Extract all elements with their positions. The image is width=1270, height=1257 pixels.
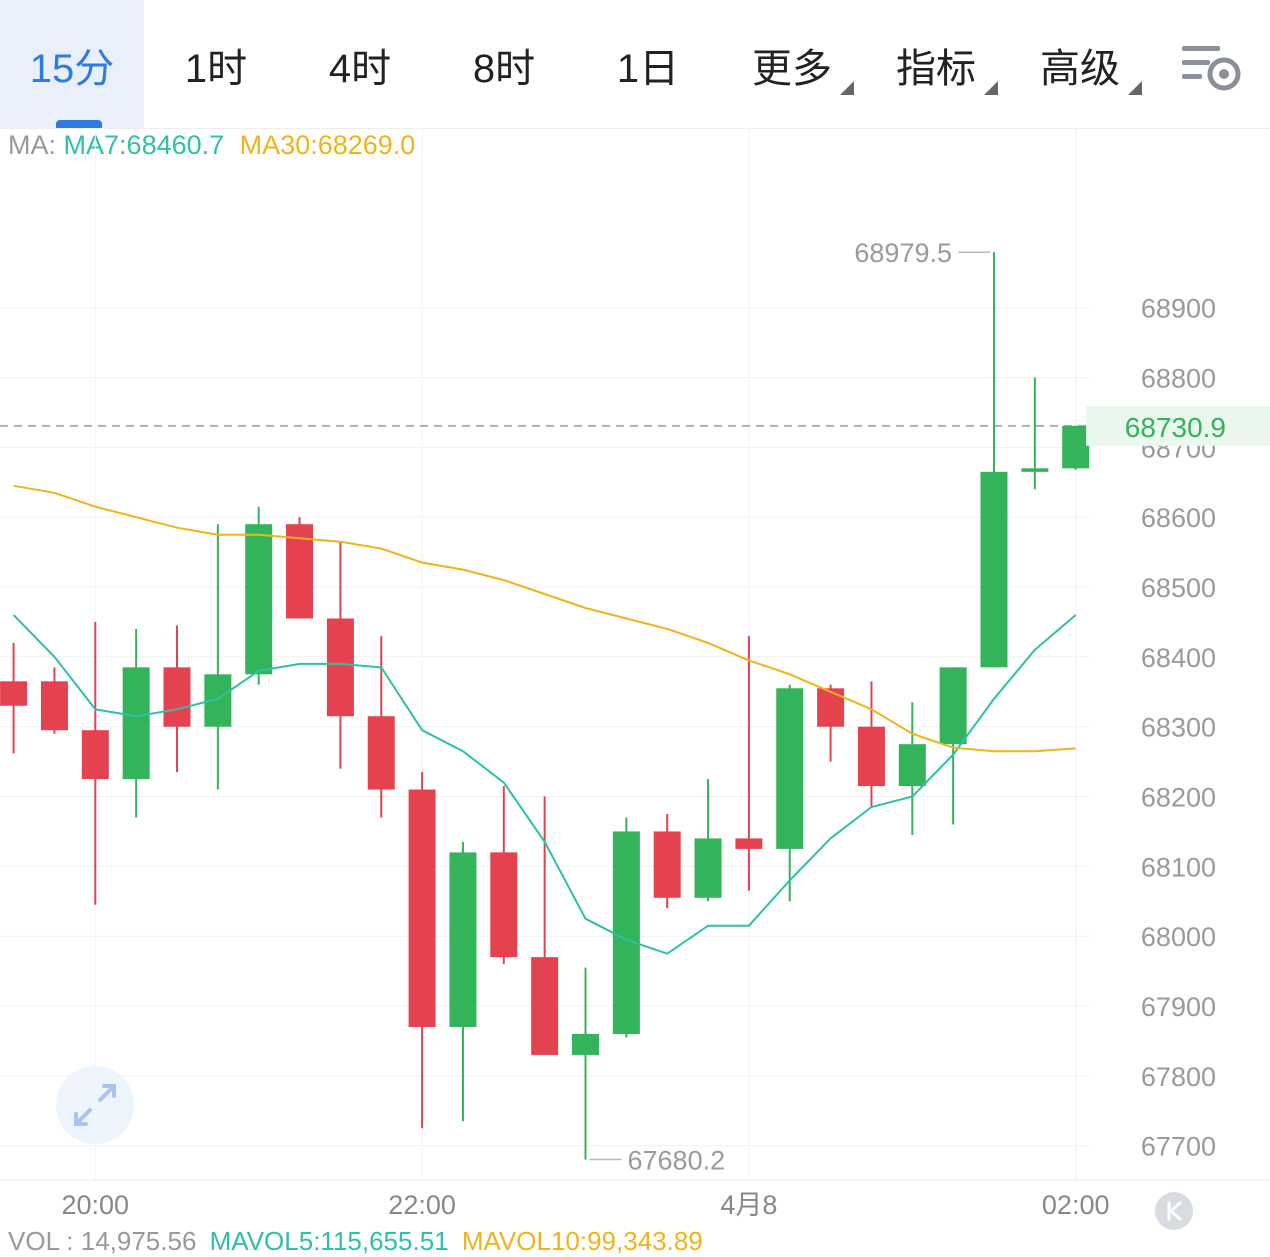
candle-body — [122, 667, 150, 780]
candle-body — [735, 838, 763, 849]
ma7-line — [12, 614, 1077, 955]
candle-body — [898, 744, 926, 787]
candlestick-chart[interactable]: 6890068800687006860068500684006830068200… — [0, 128, 1270, 1228]
candle-body — [163, 667, 191, 727]
y-tick-label: 68200 — [1141, 783, 1216, 813]
tab-label: 8时 — [472, 47, 536, 91]
ma7-value: MA7:68460.7 — [63, 130, 225, 160]
y-tick-label: 67800 — [1141, 1062, 1216, 1092]
ma-legend-label: MA: — [8, 130, 57, 160]
vol-value: VOL : 14,975.56 — [8, 1226, 197, 1256]
candle-body — [817, 688, 845, 727]
candle-body — [531, 957, 559, 1055]
tab-label: 高级 — [1040, 47, 1142, 95]
ma-legend: MA: MA7:68460.7 MA30:68269.0 — [8, 130, 415, 161]
y-tick-label: 68400 — [1141, 643, 1216, 673]
tab-7[interactable]: 指标 — [864, 0, 1008, 128]
tab-6[interactable]: 更多 — [720, 0, 864, 128]
tab-2[interactable]: 1时 — [144, 0, 288, 128]
current-price-tag — [1086, 405, 1270, 446]
tab-label: 1日 — [616, 47, 680, 91]
chart-settings-icon[interactable] — [1180, 42, 1244, 94]
candle-body — [408, 789, 436, 1027]
candle-body — [326, 618, 354, 717]
x-tick-label: 22:00 — [388, 1190, 456, 1220]
tab-3[interactable]: 4时 — [288, 0, 432, 128]
candle-body — [612, 831, 640, 1034]
candle-body — [694, 838, 722, 898]
y-tick-label: 68500 — [1141, 573, 1216, 603]
candle-body — [245, 524, 273, 675]
tab-5[interactable]: 1日 — [576, 0, 720, 128]
volume-legend: VOL : 14,975.56 MAVOL5:115,655.51 MAVOL1… — [8, 1226, 703, 1257]
candle-body — [776, 688, 804, 849]
candle-body — [1021, 468, 1049, 472]
mavol5-value: MAVOL5:115,655.51 — [209, 1226, 449, 1256]
tab-label: 1时 — [184, 47, 248, 91]
high-price-label: 68979.5 — [854, 238, 952, 268]
candle-body — [490, 852, 518, 958]
candle-body — [653, 831, 681, 898]
candle-body — [1062, 425, 1090, 469]
expand-chart-button[interactable] — [56, 1066, 134, 1144]
tab-4[interactable]: 8时 — [432, 0, 576, 128]
ma30-line — [13, 484, 1076, 753]
expand-icon — [74, 1084, 116, 1126]
y-tick-label: 68000 — [1141, 922, 1216, 952]
x-tick-label: 4月8 — [720, 1190, 777, 1220]
candle-body — [572, 1033, 599, 1055]
skip-to-end-icon — [1167, 1201, 1182, 1221]
x-tick-label: 02:00 — [1042, 1190, 1110, 1220]
tab-label: 15分 — [29, 47, 115, 91]
y-tick-label: 68800 — [1141, 364, 1216, 394]
y-tick-label: 67900 — [1141, 992, 1216, 1022]
candle-body — [367, 716, 395, 790]
y-tick-label: 68300 — [1141, 713, 1216, 743]
candle-body — [40, 681, 68, 731]
timeframe-tabs: 15分 1时 4时 8时 1日 更多 指标 高级 — [0, 0, 1270, 129]
candle-body — [0, 681, 28, 706]
candle-body — [980, 471, 1008, 668]
tab-label: 更多 — [752, 47, 854, 95]
candle-body — [81, 730, 109, 780]
ma30-value: MA30:68269.0 — [239, 130, 416, 160]
tab-label: 指标 — [896, 47, 998, 95]
current-price-label: 68730.9 — [1125, 412, 1226, 443]
low-price-label: 67680.2 — [628, 1146, 726, 1176]
dropdown-caret-icon — [840, 81, 854, 95]
y-tick-label: 68100 — [1141, 852, 1216, 882]
tab-1[interactable]: 15分 — [0, 0, 144, 128]
mavol10-value: MAVOL10:99,343.89 — [461, 1226, 703, 1256]
dropdown-caret-icon — [1128, 81, 1142, 95]
candle-body — [857, 726, 885, 787]
y-tick-label: 68600 — [1141, 503, 1216, 533]
tab-8[interactable]: 高级 — [1008, 0, 1152, 128]
dropdown-caret-icon — [984, 81, 998, 95]
scroll-to-latest-button[interactable] — [1155, 1192, 1193, 1230]
current-price-tag-bg — [1086, 405, 1270, 446]
tab-label: 4时 — [328, 47, 392, 91]
y-tick-label: 67700 — [1141, 1132, 1216, 1162]
y-tick-label: 68900 — [1141, 294, 1216, 324]
candle-body — [939, 667, 967, 745]
x-tick-label: 20:00 — [62, 1190, 130, 1220]
candle-body — [449, 852, 477, 1027]
